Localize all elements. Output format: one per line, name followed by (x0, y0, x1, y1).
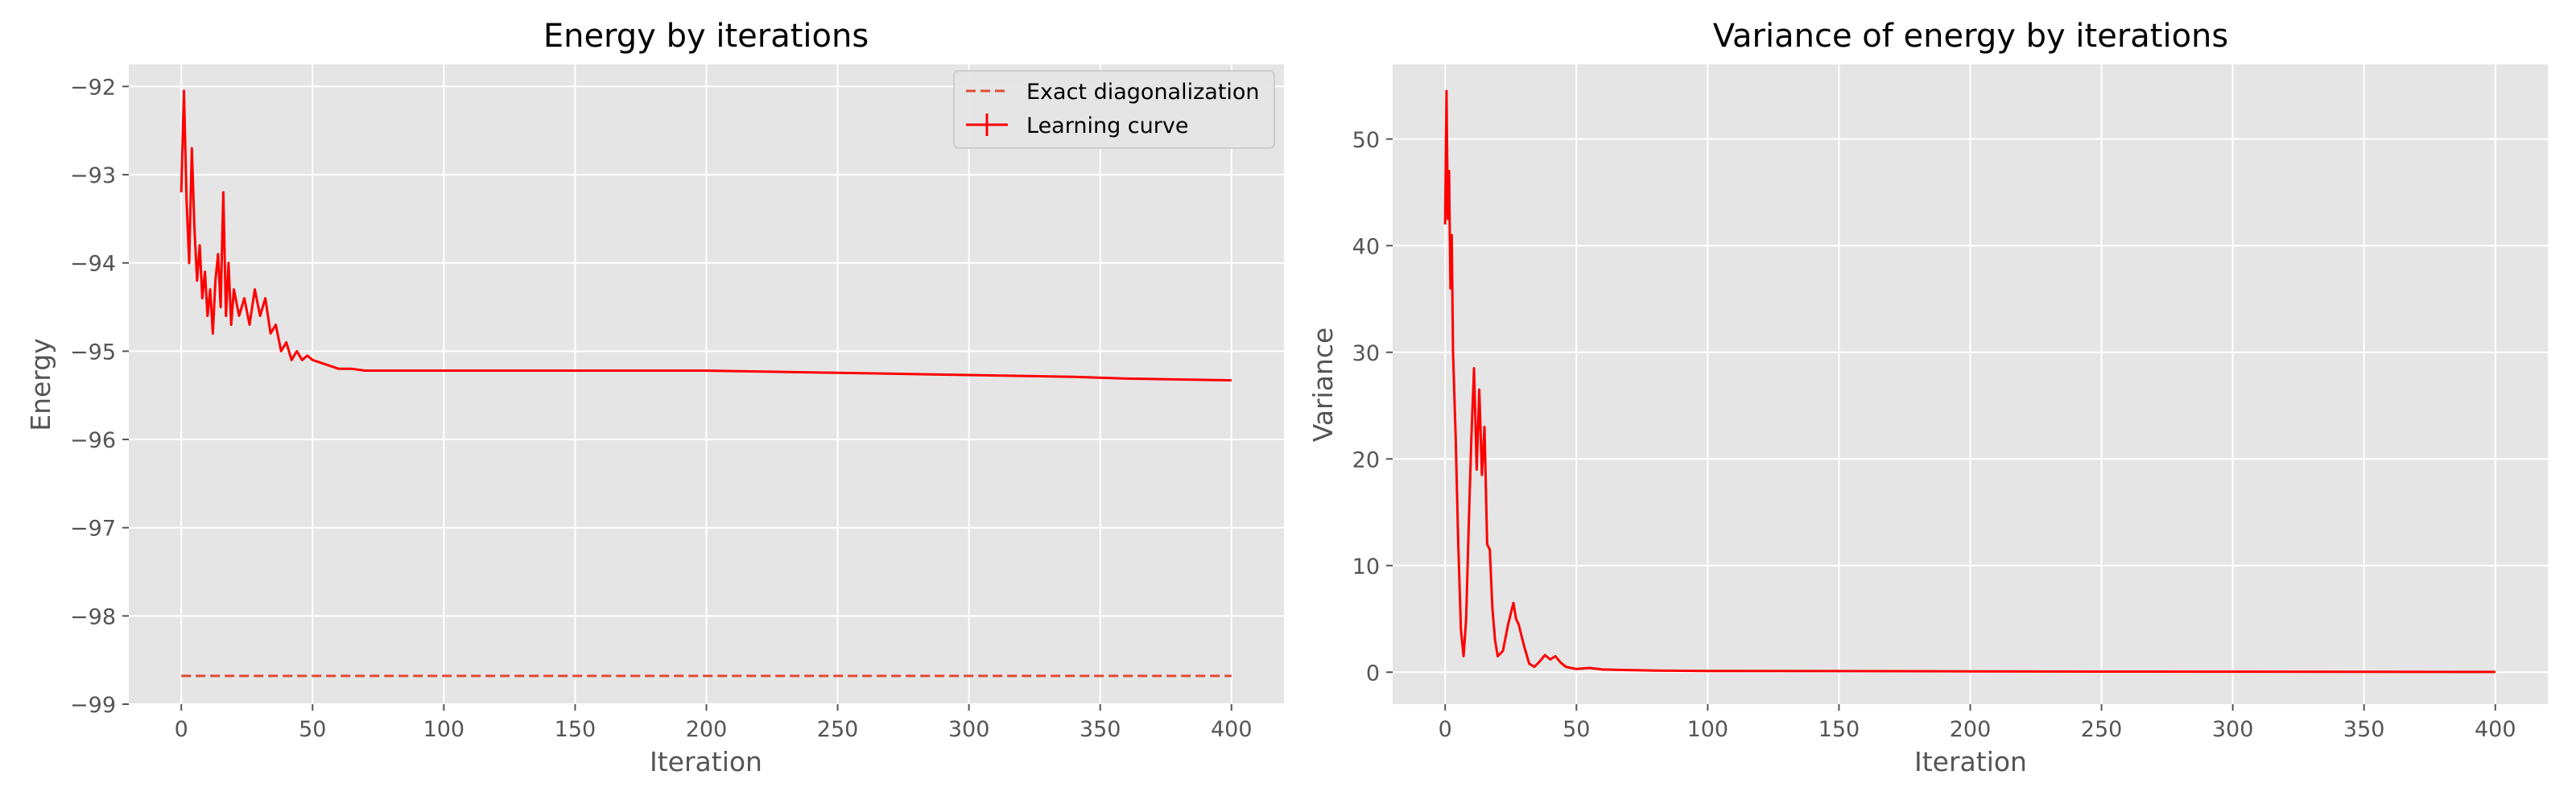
energy-ticks: 0 50 100 150 200 250 300 350 400 −99 −98 −97 −96 −95 −… (70, 75, 1253, 742)
variance-x-axis-label: Iteration (1914, 746, 2027, 777)
variance-y-tick-label: 20 (1352, 447, 1380, 472)
variance-y-tick-label: 40 (1352, 234, 1380, 259)
energy-y-tick-label: −92 (70, 75, 116, 100)
energy-x-tick-label: 250 (817, 717, 859, 742)
energy-y-tick-label: −98 (70, 604, 116, 629)
variance-x-tick-label: 250 (2081, 717, 2123, 742)
energy-x-tick-label: 50 (299, 717, 326, 742)
energy-data (180, 89, 1232, 678)
legend-label-exact-diagonalization: Exact diagonalization (1026, 80, 1260, 105)
legend-box (953, 70, 1275, 149)
variance-ticks: 0 50 100 150 200 250 300 350 400 0 10 20 30 40 50 (1352, 128, 2516, 742)
energy-y-tick-label: −99 (70, 693, 116, 718)
energy-x-tick-label: 300 (948, 717, 990, 742)
energy-y-axis-label: Energy (25, 338, 56, 431)
energy-x-tick-label: 350 (1080, 717, 1121, 742)
energy-panel: 0 50 100 150 200 250 300 350 400 −99 −98 −97 −96 −95 −… (25, 18, 1284, 777)
energy-x-tick-label: 400 (1211, 717, 1253, 742)
energy-x-axis-label: Iteration (650, 746, 762, 777)
energy-x-tick-label: 200 (686, 717, 728, 742)
variance-x-tick-label: 300 (2212, 717, 2254, 742)
energy-y-tick-label: −97 (70, 517, 116, 542)
variance-x-tick-label: 50 (1563, 717, 1590, 742)
variance-x-tick-label: 400 (2475, 717, 2516, 742)
variance-y-tick-label: 50 (1352, 128, 1380, 153)
variance-chart-title: Variance of energy by iterations (1713, 18, 2228, 55)
energy-y-tick-label: −95 (70, 340, 116, 365)
legend-label-learning-curve: Learning curve (1026, 113, 1188, 138)
variance-panel: 0 50 100 150 200 250 300 350 400 0 10 20 30 40 50 Vari… (1307, 18, 2548, 777)
variance-x-tick-label: 0 (1439, 717, 1452, 742)
energy-series-line-1 (180, 89, 1232, 382)
variance-data (1443, 89, 2496, 674)
variance-y-axis-label: Variance (1307, 328, 1339, 443)
energy-x-tick-label: 150 (555, 717, 597, 742)
variance-x-tick-label: 100 (1687, 717, 1729, 742)
variance-x-tick-label: 150 (1818, 717, 1860, 742)
energy-x-tick-label: 0 (175, 717, 188, 742)
variance-x-tick-label: 350 (2343, 717, 2385, 742)
variance-series-line-0 (1443, 89, 2496, 674)
energy-chart-title: Energy by iterations (543, 18, 869, 55)
variance-x-tick-label: 200 (1950, 717, 1992, 742)
energy-y-tick-label: −94 (70, 252, 116, 277)
energy-legend: Exact diagonalization Learning curve (953, 70, 1275, 149)
variance-y-tick-label: 30 (1352, 341, 1380, 366)
variance-y-tick-label: 0 (1366, 661, 1380, 686)
variance-grid (1393, 64, 2548, 704)
energy-y-tick-label: −93 (70, 163, 116, 188)
energy-x-tick-label: 100 (423, 717, 465, 742)
energy-y-tick-label: −96 (70, 428, 116, 453)
variance-y-tick-label: 10 (1352, 554, 1380, 579)
